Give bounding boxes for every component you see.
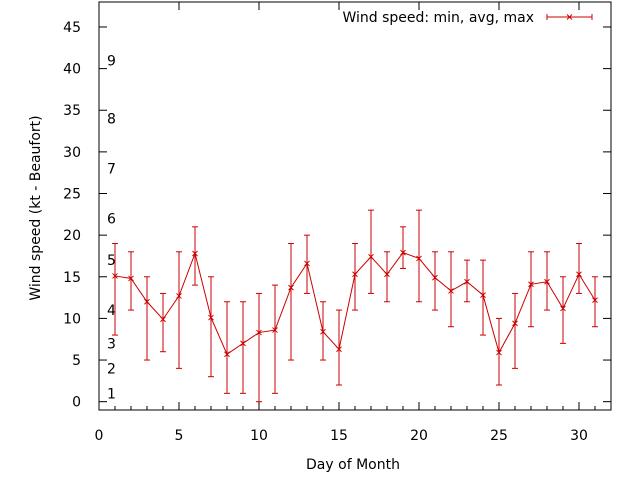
beaufort-scale: 1 2 3 4 5 6 7 8 9: [107, 53, 116, 402]
y-tick-label: 25: [63, 187, 81, 203]
data-point: [512, 320, 518, 327]
data-point: [416, 255, 422, 262]
data-point: [448, 288, 454, 294]
y-tick-label: 40: [63, 62, 81, 78]
x-tick-label: 15: [330, 428, 348, 444]
y-tick-label: 15: [63, 270, 81, 286]
data-point: [320, 328, 326, 335]
x-tick-label: 20: [410, 428, 428, 444]
data-point: [560, 305, 566, 312]
data-point: [304, 260, 310, 267]
beaufort-label: 8: [107, 112, 116, 128]
beaufort-label: 5: [107, 253, 116, 269]
beaufort-label: 7: [107, 162, 116, 178]
data-point: [128, 275, 134, 282]
data-point: [464, 278, 470, 285]
y-tick-label: 5: [72, 353, 81, 369]
data-point: [592, 297, 598, 303]
legend-key-point: [566, 14, 573, 20]
data-point: [480, 292, 486, 298]
data-point: [432, 274, 438, 281]
data-point: [528, 281, 534, 288]
beaufort-label: 6: [107, 211, 116, 227]
data-point: [336, 346, 342, 353]
x-axis-label: Day of Month: [306, 457, 400, 473]
data-point: [576, 271, 582, 278]
y-tick-label: 30: [63, 145, 81, 161]
data-point: [496, 349, 502, 356]
y-tick-label: 10: [63, 311, 81, 327]
data-point: [112, 273, 118, 279]
beaufort-label: 9: [107, 53, 116, 69]
data-point: [176, 293, 182, 299]
x-tick-label: 10: [250, 428, 268, 444]
beaufort-label: 3: [107, 336, 116, 352]
data-point: [224, 351, 230, 358]
data-point: [208, 314, 214, 321]
y-tick-label: 0: [72, 395, 81, 411]
y-axis-label: Wind speed (kt - Beaufort): [28, 115, 44, 300]
plot-frame: [98, 1, 612, 411]
data-point: [288, 284, 294, 291]
beaufort-label: 1: [107, 386, 116, 402]
data-point: [544, 278, 550, 285]
legend-label: Wind speed: min, avg, max: [342, 10, 534, 26]
data-point: [352, 271, 358, 278]
y-tick-label: 20: [63, 228, 81, 244]
beaufort-label: 2: [107, 361, 116, 377]
beaufort-label: 4: [107, 303, 116, 319]
data-point: [400, 249, 406, 256]
data-point: [144, 298, 150, 305]
legend: Wind speed: min, avg, max: [342, 10, 593, 26]
data-point: [384, 271, 390, 278]
x-tick-label: 30: [570, 428, 588, 444]
data-point: [272, 327, 278, 333]
y-tick-label: 45: [63, 20, 81, 36]
data-point: [256, 329, 262, 336]
series-wind-speed: [112, 209, 598, 403]
legend-key: [546, 14, 593, 20]
x-tick-label: 0: [95, 428, 104, 444]
data-point: [160, 316, 166, 323]
data-point: [240, 340, 246, 347]
y-tick-label: 35: [63, 103, 81, 119]
x-tick-label: 25: [490, 428, 508, 444]
data-point: [368, 253, 374, 260]
data-point: [192, 250, 198, 257]
x-tick-label: 5: [175, 428, 184, 444]
x-axis: 0 5 10 15 20 25 30: [95, 2, 596, 444]
